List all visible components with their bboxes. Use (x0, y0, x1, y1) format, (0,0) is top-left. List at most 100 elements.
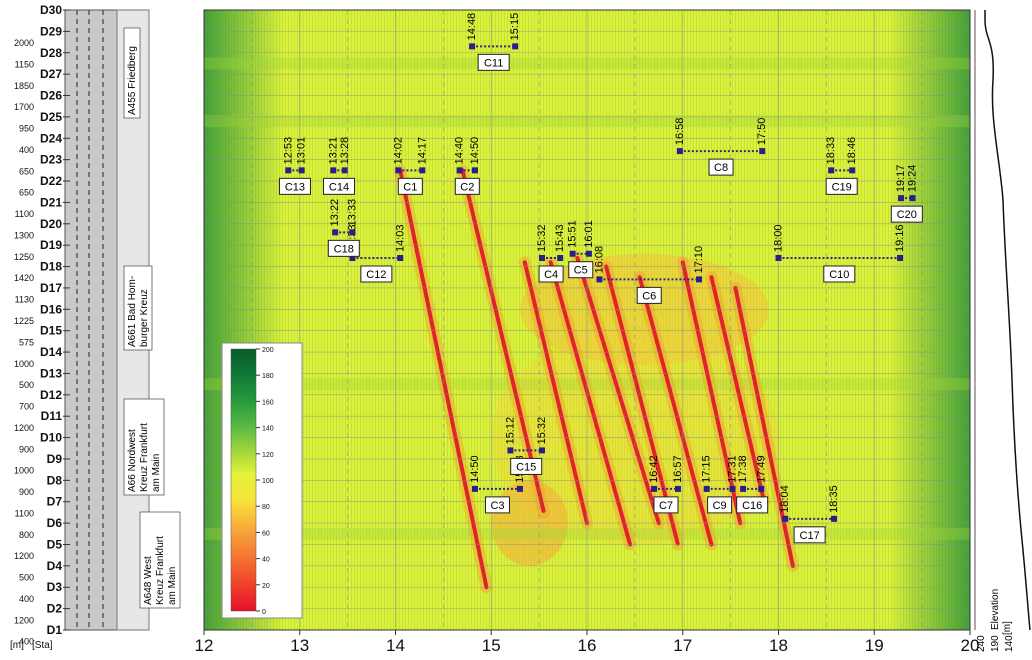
marker-start (740, 485, 747, 492)
elevation-tick: 140 (1004, 635, 1015, 652)
marker-end (759, 148, 766, 155)
marker-start (395, 167, 402, 174)
end-time: 13:01 (296, 137, 308, 165)
distance-label: 500 (19, 380, 34, 390)
station-label: [Sta] (32, 640, 53, 651)
marker-label-box (793, 526, 826, 544)
marker-label-box (736, 496, 769, 514)
detector-label: D25 (40, 110, 62, 124)
start-time: 17:15 (701, 455, 713, 483)
marker-end (341, 167, 348, 174)
distance-label: 1200 (14, 615, 34, 625)
marker-start (456, 167, 463, 174)
marker-end (831, 515, 838, 522)
congestion-marker: 12:53 13:01 C13 (278, 137, 311, 195)
congestion-marker: 18:00 19:16 C10 (773, 224, 906, 283)
start-time: 15:51 (567, 220, 579, 248)
start-time: 14:02 (392, 137, 404, 165)
distance-label: 950 (19, 124, 34, 134)
marker-label: C8 (714, 162, 728, 174)
start-time: 14:40 (454, 137, 466, 165)
marker-label-box (568, 261, 594, 279)
congestion-wave (637, 275, 714, 547)
detector-label: D21 (40, 195, 62, 209)
detector-label: D2 (47, 602, 63, 616)
marker-end (909, 195, 916, 202)
congestion-marker: 18:04 18:35 C17 (779, 485, 840, 544)
marker-start (569, 250, 576, 257)
marker-label: C10 (829, 269, 849, 281)
start-time: 19:17 (895, 165, 907, 193)
x-tick-label: 12 (195, 636, 214, 655)
distance-label: 1130 (15, 295, 34, 305)
marker-label-box (538, 265, 564, 283)
congestion-wave (575, 256, 661, 526)
congestion-marker: 15:32 15:43 C4 (536, 224, 566, 283)
end-time: 17:49 (755, 455, 767, 483)
congestion-marker: 16:08 17:10 C6 (593, 246, 705, 304)
distance-label: 650 (19, 166, 34, 176)
congestion-wave (522, 260, 589, 526)
congestion-marker: 13:21 13:28 C14 (323, 137, 356, 195)
x-axis: 12 13 14 15 16 17 18 19 20 (195, 630, 980, 655)
marker-start (828, 167, 835, 174)
detector-label: D18 (40, 260, 62, 274)
start-time: 14:48 (466, 13, 478, 41)
detector-label: D20 (40, 217, 62, 231)
colorbar-tick: 200 (262, 347, 274, 354)
x-tick-label: 13 (290, 636, 309, 655)
marker-start (775, 255, 782, 261)
marker-label: C2 (460, 181, 474, 193)
marker-label-box (707, 496, 733, 514)
congestion-marker: 15:51 16:01 C5 (567, 220, 595, 279)
marker-label: C20 (897, 209, 917, 221)
marker-label: C15 (516, 461, 536, 473)
interchange-labels: A455 Friedberg A661 Bad Hom-burger Kreuz A… (123, 27, 181, 609)
distance-label: 650 (19, 188, 34, 198)
marker-end (696, 276, 703, 283)
marker-label: C19 (832, 181, 852, 193)
end-time: 15:15 (509, 13, 521, 41)
marker-label: C7 (659, 500, 673, 512)
marker-label-box (360, 265, 393, 283)
detector-label: D29 (40, 24, 62, 38)
marker-start (469, 43, 476, 50)
congestion-marker: 16:42 16:57 C7 (648, 455, 684, 514)
distance-label: 1200 (14, 423, 34, 433)
distance-label: 800 (19, 530, 34, 540)
marker-start (898, 195, 905, 202)
detector-label: D13 (40, 366, 62, 380)
distance-label: 400 (19, 637, 34, 647)
start-time: 12:53 (282, 137, 294, 165)
elevation-unit: [m] (1002, 621, 1013, 635)
x-tick-label: 17 (673, 636, 692, 655)
heatmap-area (203, 9, 971, 631)
start-time: 16:42 (648, 455, 660, 483)
congestion-marker: 14:40 14:50 C2 (454, 137, 481, 195)
interchange-label: A661 Bad Hom-burger Kreuz (123, 265, 153, 351)
start-time: 13:21 (327, 137, 339, 165)
detector-label: D12 (40, 388, 62, 402)
detector-label: D16 (40, 302, 62, 316)
marker-end (729, 485, 736, 492)
congestion-marker: 17:38 17:49 C16 (736, 455, 769, 514)
interchange-label: A455 Friedberg (123, 27, 141, 119)
marker-end (512, 43, 519, 50)
marker-label: C17 (800, 530, 820, 542)
detector-label: D9 (47, 452, 63, 466)
marker-label-box (397, 177, 423, 195)
marker-start (471, 485, 478, 492)
congestion-marker: 15:12 15:32 C15 (504, 417, 548, 475)
colorbar-tick: 140 (262, 426, 274, 433)
marker-label-box (510, 457, 543, 475)
distance-label: 1225 (14, 316, 34, 326)
end-time: 17:10 (693, 246, 705, 274)
x-tick-label: 20 (961, 636, 980, 655)
start-time: 17:38 (737, 455, 749, 483)
marker-label: C16 (742, 500, 762, 512)
congestion-marker: 17:15 17:31 C9 (701, 455, 739, 514)
end-time: 14:50 (469, 137, 481, 165)
marker-label: C18 (334, 243, 354, 255)
distance-label: 1000 (14, 359, 34, 369)
interchange-label: A648 West Kreuz Frankfurt am Main (139, 511, 181, 609)
